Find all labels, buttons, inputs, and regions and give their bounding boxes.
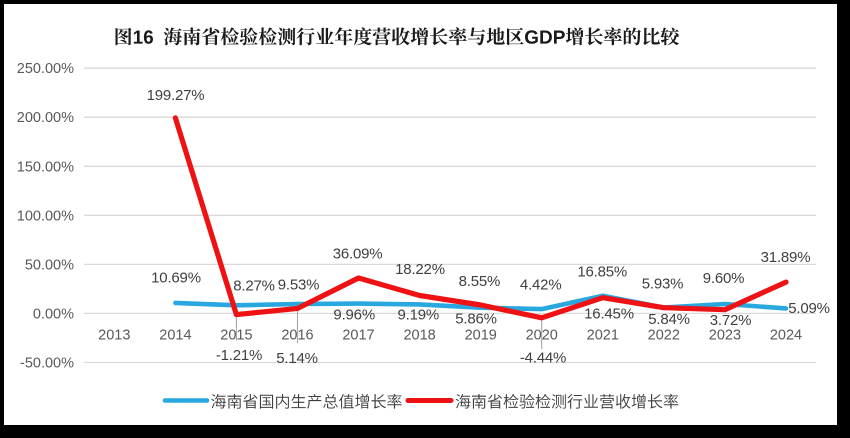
svg-text:199.27%: 199.27% xyxy=(147,87,205,104)
svg-text:5.09%: 5.09% xyxy=(788,300,830,317)
svg-text:5.84%: 5.84% xyxy=(648,311,690,328)
svg-text:36.09%: 36.09% xyxy=(333,246,383,263)
svg-text:9.60%: 9.60% xyxy=(703,270,745,287)
svg-text:16.45%: 16.45% xyxy=(584,305,634,322)
svg-text:9.96%: 9.96% xyxy=(333,307,375,324)
svg-text:2022: 2022 xyxy=(648,328,680,344)
svg-text:2023: 2023 xyxy=(709,328,741,344)
svg-text:2015: 2015 xyxy=(220,328,252,344)
svg-text:250.00%: 250.00% xyxy=(17,61,74,77)
svg-text:16.85%: 16.85% xyxy=(577,264,627,281)
svg-text:2014: 2014 xyxy=(159,328,191,344)
svg-text:-1.21%: -1.21% xyxy=(216,347,262,364)
svg-text:-4.44%: -4.44% xyxy=(520,349,566,366)
svg-text:4.42%: 4.42% xyxy=(520,276,562,293)
svg-text:150.00%: 150.00% xyxy=(17,159,74,175)
svg-text:9.19%: 9.19% xyxy=(398,307,440,324)
svg-text:5.93%: 5.93% xyxy=(642,275,684,292)
svg-text:3.72%: 3.72% xyxy=(710,312,752,329)
svg-text:2019: 2019 xyxy=(465,328,497,344)
svg-text:2016: 2016 xyxy=(281,328,313,344)
svg-text:0.00%: 0.00% xyxy=(33,306,74,322)
svg-text:2021: 2021 xyxy=(587,328,619,344)
svg-text:8.55%: 8.55% xyxy=(459,273,501,290)
svg-text:8.27%: 8.27% xyxy=(233,278,275,295)
svg-text:10.69%: 10.69% xyxy=(151,269,201,286)
svg-text:200.00%: 200.00% xyxy=(17,110,74,126)
svg-text:50.00%: 50.00% xyxy=(25,257,74,273)
svg-text:5.86%: 5.86% xyxy=(455,311,497,328)
svg-text:2024: 2024 xyxy=(770,328,802,344)
svg-text:5.14%: 5.14% xyxy=(276,350,318,367)
svg-text:-50.00%: -50.00% xyxy=(20,356,74,372)
svg-text:100.00%: 100.00% xyxy=(17,208,74,224)
svg-text:2018: 2018 xyxy=(403,328,435,344)
svg-text:31.89%: 31.89% xyxy=(761,249,811,266)
svg-text:9.53%: 9.53% xyxy=(278,276,320,293)
svg-text:2013: 2013 xyxy=(98,328,130,344)
svg-text:2017: 2017 xyxy=(342,328,374,344)
svg-text:2020: 2020 xyxy=(526,328,558,344)
svg-text:18.22%: 18.22% xyxy=(395,261,445,278)
